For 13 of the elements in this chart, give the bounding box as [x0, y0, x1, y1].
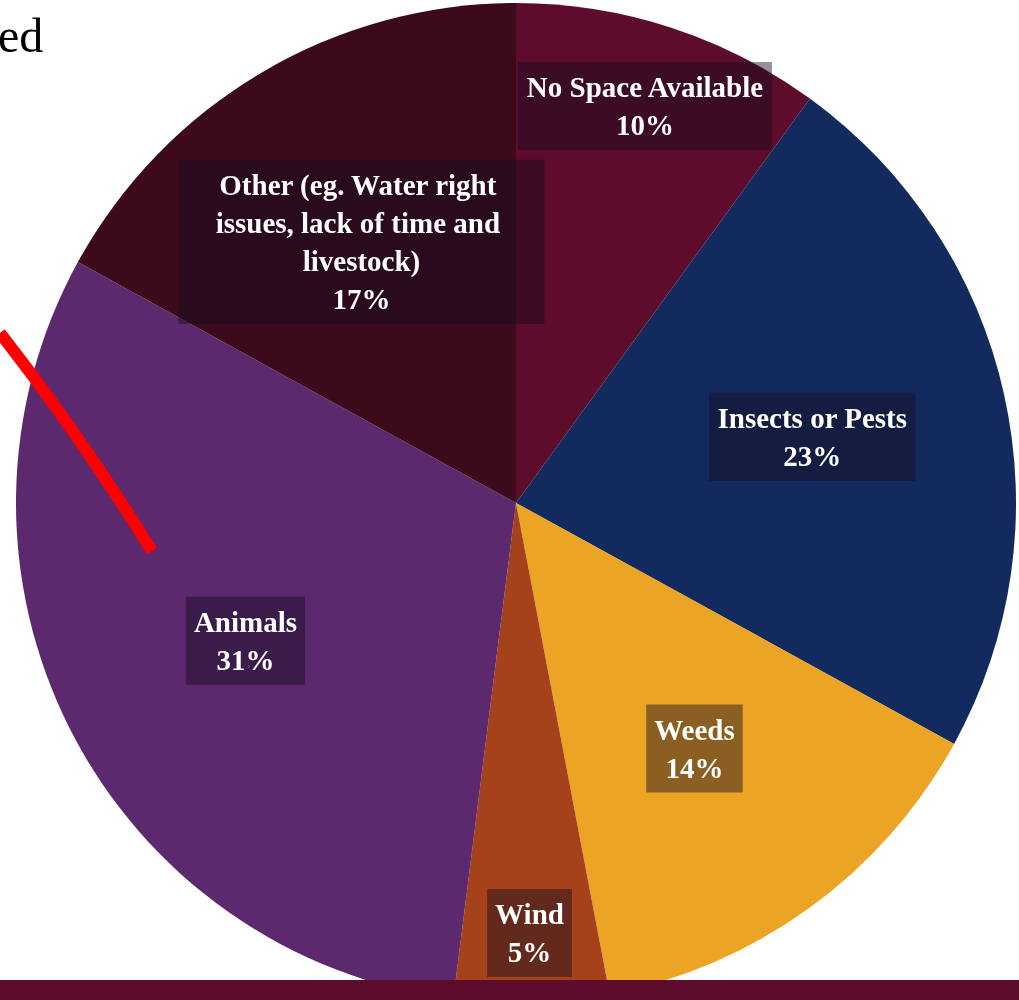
data-label: 23%: [783, 439, 842, 472]
data-label: 31%: [216, 643, 275, 676]
slice-label: No Space Available: [526, 70, 764, 103]
data-label: 14%: [665, 751, 724, 784]
slice-label: Weeds: [654, 713, 735, 746]
data-label: 5%: [507, 935, 552, 968]
data-label: 17%: [332, 282, 391, 315]
slice-label: Other (eg. Water right issues, lack of time and livestock): [215, 168, 508, 278]
slice-label: Insects or Pests: [717, 401, 908, 434]
slice-label: Wind: [495, 897, 564, 930]
slice-label: Animals: [193, 605, 298, 638]
data-label: 10%: [616, 108, 674, 141]
text: ed: [0, 8, 44, 63]
